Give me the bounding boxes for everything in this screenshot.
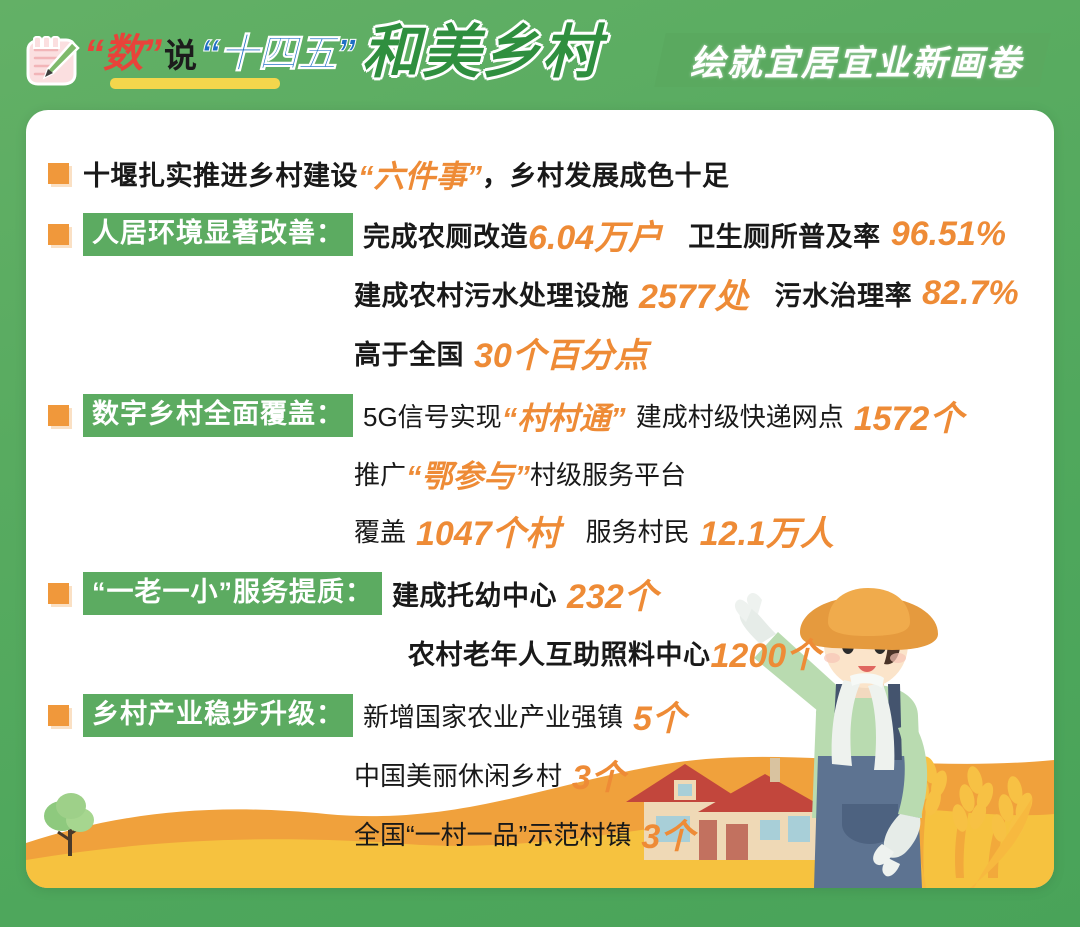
header-yellow-underline	[110, 78, 280, 89]
bullet-square-icon	[48, 162, 69, 184]
header-tagline-text: 绘就宜居宜业新画卷	[690, 43, 1024, 83]
bullet-square-icon	[48, 705, 69, 726]
section-0-line-0-part-0: 十堰扎实推进乡村建设	[83, 160, 358, 191]
section-1-line-2-part-0: 高于全国	[354, 340, 464, 370]
list-item: 人居环境显著改善： 完成农厕改造 6.04万户 卫生厕所普及率 96.51%	[26, 210, 1054, 259]
section-3-line-0-part-1: 232个	[567, 578, 658, 616]
header-shuo: 说	[164, 37, 197, 74]
list-item-sub: 农村老年人互助照料中心 1200个	[26, 628, 1054, 677]
header-shu-quoted: “数”	[84, 32, 162, 76]
list-item: 十堰扎实推进乡村建设 “六件事” ，乡村发展成色十足	[26, 150, 1054, 196]
section-4-line-1-part-1: 3个	[572, 759, 625, 797]
header-main-title: 和美乡村	[362, 20, 603, 85]
section-4-label: 乡村产业稳步升级：	[83, 694, 353, 737]
list-item-sub: 全国“一村一品”示范村镇 3个	[26, 809, 1054, 858]
section-1-line-0-part-3: 96.51%	[890, 215, 1007, 253]
header-tagline-banner: 绘就宜居宜业新画卷	[654, 33, 1051, 87]
section-2-line-1-part-2: 村级服务平台	[530, 459, 687, 490]
hand-writing-icon	[26, 36, 80, 86]
section-0-line-0-part-1: “六件事”	[358, 158, 482, 194]
bullet-square-icon	[48, 224, 69, 245]
section-2-line-2-part-0: 覆盖	[354, 517, 407, 547]
list-item: 乡村产业稳步升级： 新增国家农业产业强镇 5个	[26, 691, 1054, 740]
section-2-line-2-part-1: 1047个村	[416, 515, 560, 553]
section-1-line-1-part-2: 污水治理率	[774, 281, 913, 311]
section-1-line-1-part-1: 2577处	[639, 278, 749, 316]
section-2-line-0-part-3: 1572个	[853, 400, 964, 438]
list-item: “一老一小”服务提质： 建成托幼中心 232个	[26, 569, 1054, 618]
section-2-line-0-part-2: 建成村级快递网点	[635, 402, 844, 432]
bullet-square-icon	[48, 405, 69, 426]
list-item-sub: 推广 “鄂参与” 村级服务平台	[26, 450, 1054, 496]
section-3-line-0-part-0: 建成托幼中心	[392, 581, 557, 611]
section-1-line-1-part-0: 建成农村污水处理设施	[354, 281, 629, 311]
glove-up-icon	[734, 593, 776, 644]
section-4-line-0-part-0: 新增国家农业产业强镇	[363, 702, 624, 732]
bullet-square-icon	[48, 583, 69, 604]
list-item-sub: 高于全国 30个百分点	[26, 328, 1054, 377]
section-2-label: 数字乡村全面覆盖：	[83, 394, 353, 437]
list-item: 数字乡村全面覆盖： 5G信号实现 “村村通” 建成村级快递网点 1572个	[26, 391, 1054, 440]
list-item-sub: 建成农村污水处理设施 2577处 污水治理率 82.7%	[26, 269, 1054, 318]
section-1-line-1-part-3: 82.7%	[922, 274, 1019, 312]
section-3-label: “一老一小”服务提质：	[83, 572, 382, 615]
section-2-line-0-part-1: “村村通”	[501, 401, 626, 436]
section-4-line-0-part-1: 5个	[633, 700, 686, 738]
section-1-line-0-part-0: 完成农厕改造	[363, 222, 528, 252]
content-card: 十堰扎实推进乡村建设 “六件事” ，乡村发展成色十足 人居环境显著改善： 完成农厕改…	[26, 110, 1054, 888]
section-4-line-2-part-0: 全国“一村一品”示范村镇	[354, 820, 632, 850]
header-banner: “数”说“十四五” 和美乡村 绘就宜居宜业新画卷	[0, 0, 1080, 108]
section-4-line-1-part-0: 中国美丽休闲乡村	[354, 761, 563, 791]
section-1-line-0-part-2: 卫生厕所普及率	[688, 222, 881, 252]
header-subtitle: “数”说“十四五”	[84, 32, 357, 76]
section-2-line-2-part-2: 服务村民	[585, 517, 690, 547]
section-2-line-0-part-0: 5G信号实现	[363, 402, 502, 432]
section-1-line-2-part-1: 30个百分点	[474, 337, 648, 375]
section-4-line-2-part-1: 3个	[641, 818, 695, 856]
section-2-line-2-part-3: 12.1万人	[699, 515, 834, 553]
list-item-sub: 中国美丽休闲乡村 3个	[26, 750, 1054, 799]
section-2-line-1-part-0: 推广	[354, 459, 407, 490]
header-wuwu-quoted: “十四五”	[200, 32, 357, 76]
section-2-line-1-part-1: “鄂参与”	[406, 458, 531, 494]
section-0-line-0-part-2: ，乡村发展成色十足	[482, 160, 730, 191]
section-3-line-1-part-0: 农村老年人互助照料中心	[408, 640, 711, 670]
content-list: 十堰扎实推进乡村建设 “六件事” ，乡村发展成色十足 人居环境显著改善： 完成农厕改…	[26, 110, 1054, 858]
section-3-line-1-part-1: 1200个	[710, 637, 821, 675]
section-1-line-0-part-1: 6.04万户	[528, 219, 663, 257]
section-1-label: 人居环境显著改善：	[83, 213, 353, 256]
list-item-sub: 覆盖 1047个村 服务村民 12.1万人	[26, 506, 1054, 555]
